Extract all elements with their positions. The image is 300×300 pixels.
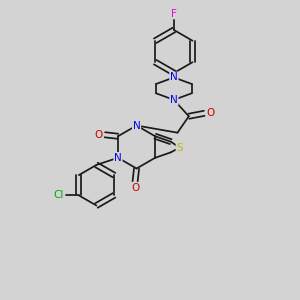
Text: S: S [176, 142, 183, 153]
Text: N: N [114, 153, 122, 163]
Text: O: O [95, 130, 103, 140]
Text: Cl: Cl [53, 190, 64, 200]
Text: O: O [131, 183, 139, 193]
Text: O: O [206, 108, 214, 118]
Text: N: N [170, 95, 178, 105]
Text: F: F [171, 8, 177, 19]
Text: N: N [170, 72, 178, 82]
Text: N: N [133, 121, 140, 130]
